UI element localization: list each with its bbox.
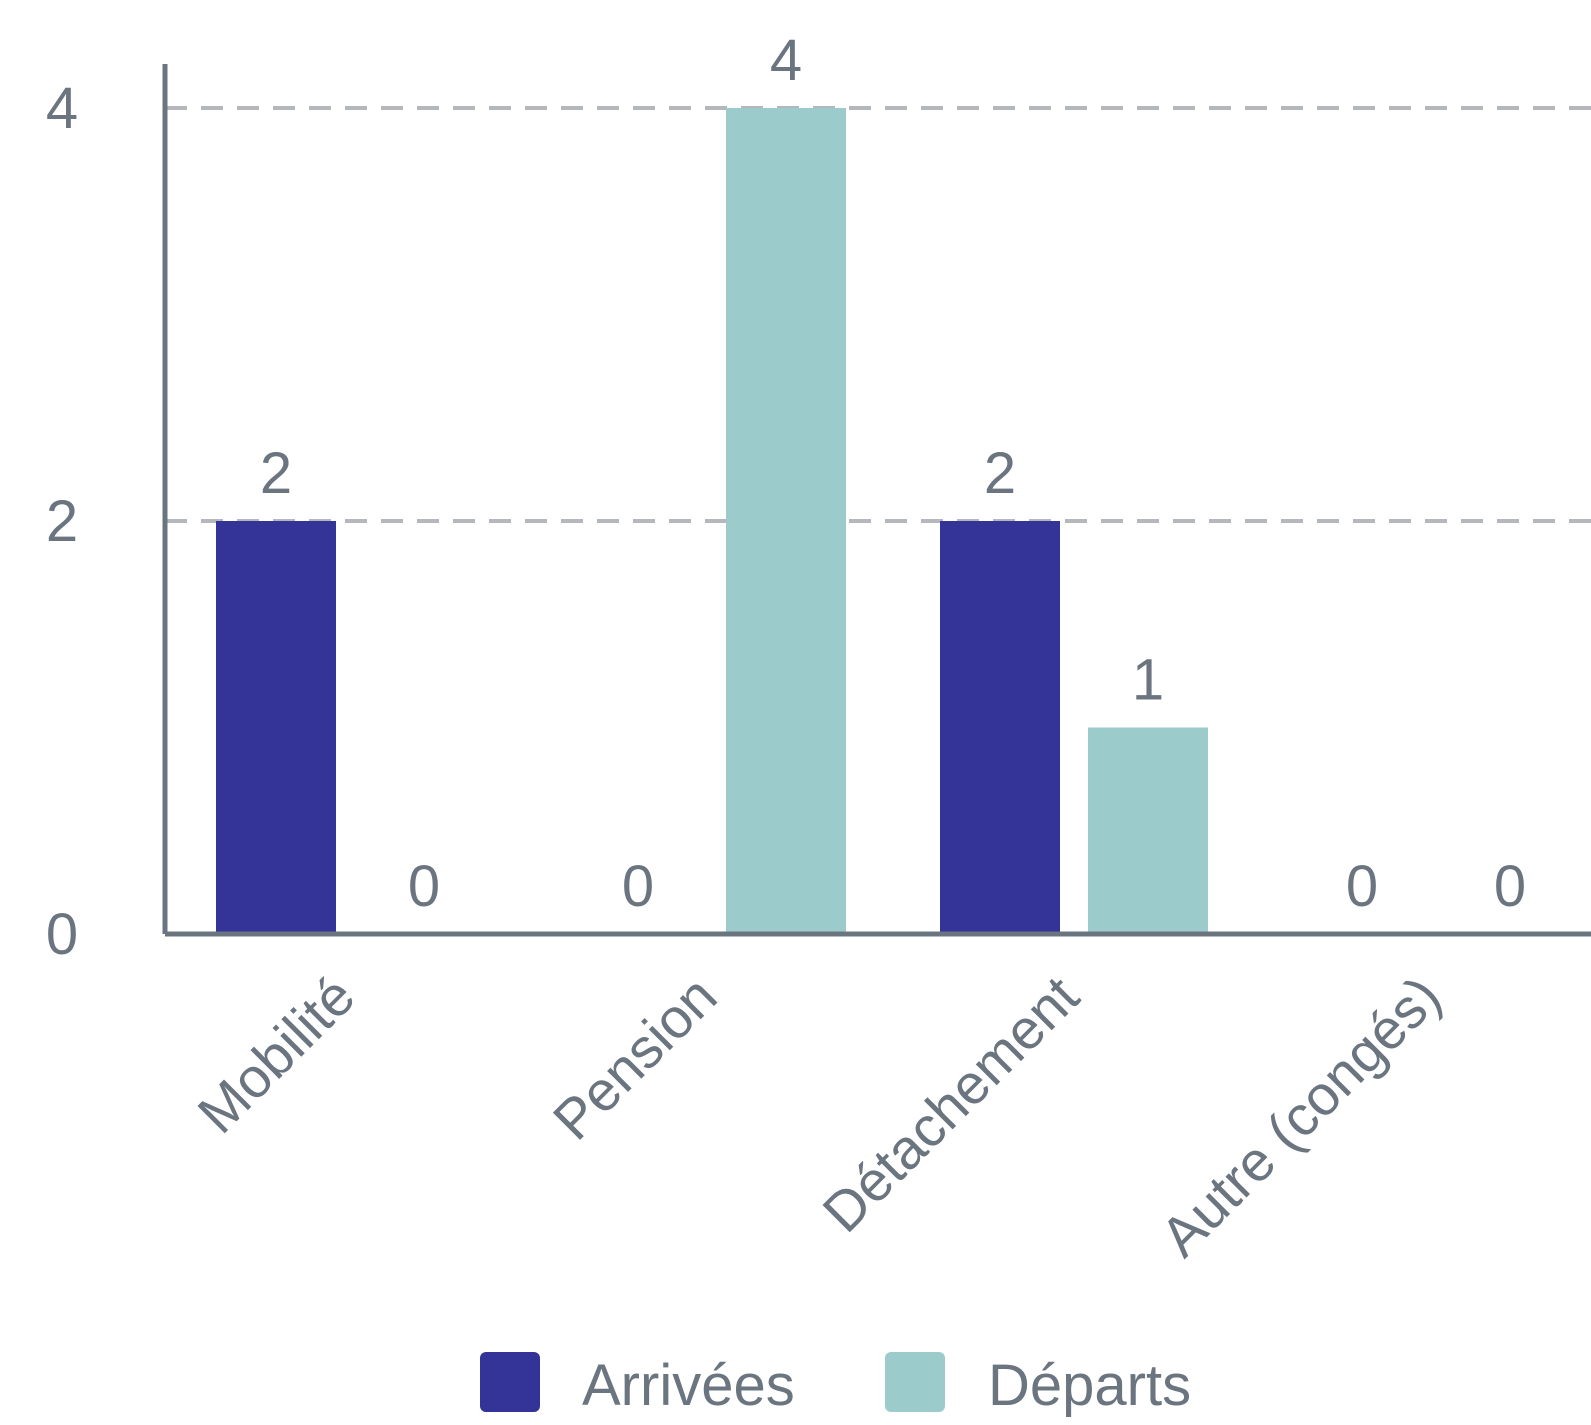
data-label-departs-autre-conges: 0 <box>1494 854 1526 919</box>
data-label-departs-detachement: 1 <box>1132 648 1164 713</box>
axes <box>162 64 1591 937</box>
legend-swatch-arrivees <box>480 1352 540 1412</box>
legend: Arrivées Départs <box>480 1352 1191 1418</box>
data-labels: 2 0 0 4 2 1 0 0 <box>260 28 1526 919</box>
y-tick-labels: 0 2 4 <box>46 76 78 967</box>
data-label-departs-mobilite: 0 <box>408 854 440 919</box>
bar-departs-detachement <box>1088 727 1208 934</box>
data-label-arrivees-detachement: 2 <box>984 441 1016 506</box>
legend-label-departs: Départs <box>988 1353 1191 1418</box>
category-label-detachement: Détachement <box>810 964 1090 1244</box>
bar-arrivees-detachement <box>940 521 1060 934</box>
legend-label-arrivees: Arrivées <box>582 1353 795 1418</box>
bar-arrivees-mobilite <box>216 521 336 934</box>
data-label-arrivees-pension: 0 <box>622 854 654 919</box>
category-label-autre-conges: Autre (congés) <box>1148 964 1452 1268</box>
bars <box>216 108 1208 934</box>
category-label-mobilite: Mobilité <box>185 964 366 1145</box>
gridlines <box>165 106 1591 523</box>
data-label-departs-pension: 4 <box>770 28 802 93</box>
data-label-arrivees-mobilite: 2 <box>260 441 292 506</box>
data-label-arrivees-autre-conges: 0 <box>1346 854 1378 919</box>
y-tick-label-4: 4 <box>46 76 78 141</box>
y-tick-label-0: 0 <box>46 902 78 967</box>
category-labels: Mobilité Pension Détachement Autre (congés) <box>185 964 1452 1269</box>
legend-swatch-departs <box>885 1352 945 1412</box>
bar-departs-pension <box>726 108 846 934</box>
y-tick-label-2: 2 <box>46 489 78 554</box>
category-label-pension: Pension <box>541 964 729 1152</box>
